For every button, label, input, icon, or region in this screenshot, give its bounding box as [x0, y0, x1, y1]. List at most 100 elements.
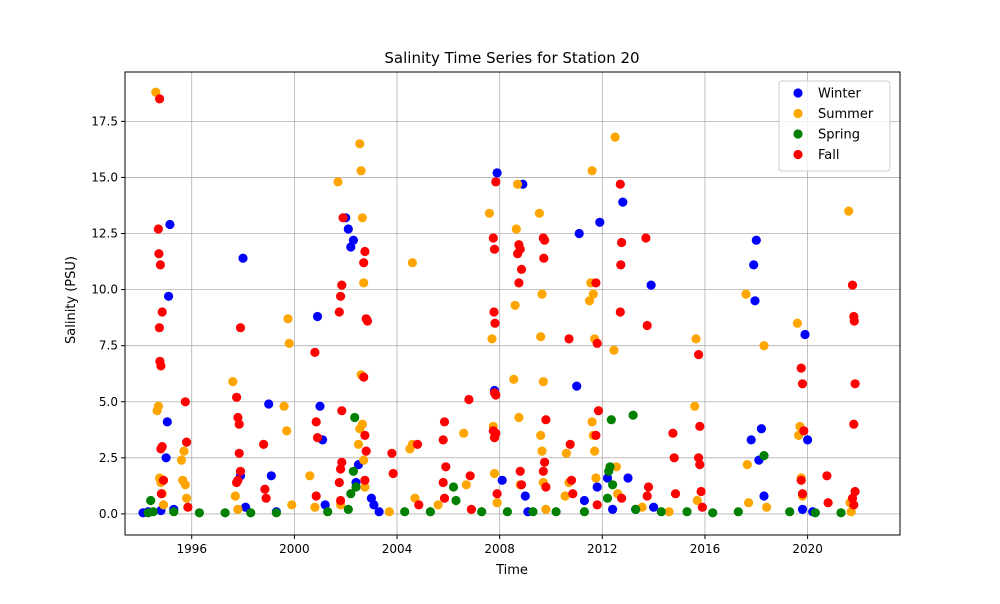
data-point-fall — [591, 430, 601, 440]
data-point-fall — [387, 448, 397, 458]
data-point-fall — [641, 233, 651, 243]
data-point-summer — [741, 289, 751, 299]
data-point-fall — [337, 457, 347, 467]
data-point-fall — [337, 280, 347, 290]
data-point-fall — [466, 504, 476, 514]
data-point-fall — [414, 500, 424, 510]
data-point-summer — [561, 448, 572, 458]
data-point-spring — [451, 495, 461, 506]
data-point-fall — [695, 421, 705, 431]
data-point-spring — [502, 507, 512, 517]
data-point-winter — [595, 217, 605, 227]
data-point-fall — [154, 323, 164, 333]
data-point-spring — [759, 451, 769, 461]
data-point-summer — [461, 480, 471, 490]
data-point-winter — [574, 228, 584, 239]
data-point-summer — [759, 341, 769, 351]
data-point-summer — [230, 491, 240, 501]
data-point-fall — [491, 428, 501, 438]
data-point-fall — [642, 320, 652, 331]
data-point-fall — [540, 235, 550, 245]
data-point-fall — [492, 489, 502, 499]
data-point-spring — [682, 507, 692, 517]
data-point-summer — [692, 495, 702, 506]
data-point-winter — [374, 507, 384, 517]
data-point-summer — [536, 332, 546, 342]
data-point-winter — [238, 253, 248, 263]
y-tick-label: 2.5 — [99, 451, 118, 465]
data-point-fall — [849, 419, 859, 429]
data-point-summer — [534, 208, 545, 218]
data-point-fall — [617, 493, 627, 503]
y-tick-label: 15.0 — [91, 170, 118, 184]
data-point-winter — [369, 500, 379, 510]
data-point-winter — [497, 475, 507, 485]
data-point-summer — [489, 468, 500, 479]
data-point-fall — [669, 453, 679, 463]
data-point-fall — [541, 482, 551, 492]
data-point-winter — [756, 424, 767, 434]
data-point-summer — [158, 500, 169, 510]
data-point-fall — [642, 491, 652, 501]
data-point-fall — [158, 475, 169, 485]
data-point-summer — [356, 166, 366, 176]
data-point-fall — [797, 489, 808, 499]
data-point-spring — [551, 507, 561, 517]
data-point-summer — [182, 493, 192, 503]
data-point-winter — [312, 311, 323, 322]
y-tick-label: 10.0 — [91, 283, 118, 297]
data-point-summer — [611, 462, 622, 472]
data-point-fall — [797, 379, 808, 389]
data-point-summer — [514, 412, 524, 423]
data-point-summer — [511, 224, 521, 234]
data-point-fall — [465, 471, 475, 481]
x-tick-label: 1996 — [176, 542, 207, 556]
data-point-summer — [609, 345, 619, 355]
data-point-fall — [694, 350, 704, 360]
data-point-winter — [579, 495, 590, 506]
data-point-fall — [312, 433, 323, 443]
data-point-winter — [618, 197, 628, 207]
series-winter — [138, 168, 818, 518]
data-point-fall — [849, 316, 859, 326]
data-point-summer — [353, 439, 364, 449]
data-point-fall — [232, 392, 242, 402]
y-tick-label: 5.0 — [99, 395, 118, 409]
data-point-fall — [565, 439, 575, 449]
axis-ticks: 1996 2000 2004 2008 2012 2016 2020 0.0 2.5 5.0 7.5… — [91, 114, 823, 556]
data-point-summer — [233, 504, 243, 514]
data-point-summer — [407, 258, 417, 268]
chart-title: Salinity Time Series for Station 20 — [384, 49, 639, 67]
data-point-summer — [742, 460, 752, 470]
data-point-fall — [154, 249, 164, 259]
data-point-spring — [606, 415, 616, 425]
data-point-summer — [410, 493, 420, 503]
data-point-summer — [487, 334, 497, 344]
data-point-spring — [836, 508, 846, 518]
data-point-fall — [670, 489, 681, 499]
data-point-spring — [169, 507, 179, 517]
data-point-winter — [759, 491, 769, 501]
data-point-summer — [591, 473, 601, 483]
data-point-fall — [592, 338, 602, 348]
data-point-spring — [579, 507, 590, 517]
data-point-fall — [538, 466, 548, 476]
data-points — [138, 87, 860, 518]
legend-marker-summer — [793, 108, 803, 119]
legend-marker-fall — [793, 149, 803, 160]
data-point-winter — [165, 219, 175, 230]
data-point-summer — [492, 498, 502, 508]
data-point-summer — [305, 471, 315, 481]
data-point-fall — [359, 372, 369, 382]
data-point-fall — [157, 442, 167, 452]
data-point-fall — [441, 462, 451, 472]
data-point-fall — [822, 471, 832, 481]
data-point-fall — [615, 307, 625, 317]
data-point-spring — [785, 507, 795, 517]
data-point-summer — [357, 419, 367, 429]
data-point-summer — [536, 430, 546, 440]
legend-label-winter: Winter — [818, 87, 862, 102]
data-point-fall — [311, 491, 321, 501]
